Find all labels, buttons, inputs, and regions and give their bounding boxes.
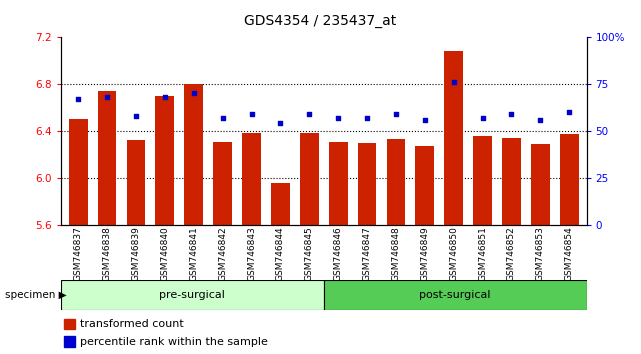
Point <box>506 111 517 117</box>
Text: GDS4354 / 235437_at: GDS4354 / 235437_at <box>244 14 397 28</box>
Point <box>449 79 459 85</box>
Bar <box>242 133 261 225</box>
Bar <box>64 336 75 347</box>
Bar <box>300 133 319 225</box>
Point <box>304 111 314 117</box>
Bar <box>64 319 75 329</box>
Point <box>188 91 199 96</box>
Point <box>535 117 545 122</box>
Bar <box>97 91 117 225</box>
Bar <box>69 119 88 225</box>
Point <box>564 109 574 115</box>
Bar <box>444 51 463 225</box>
Bar <box>324 280 587 310</box>
Bar <box>531 144 550 225</box>
Bar <box>560 135 579 225</box>
Text: specimen ▶: specimen ▶ <box>5 290 67 300</box>
Point <box>73 96 83 102</box>
Bar <box>127 140 146 225</box>
Bar <box>213 142 232 225</box>
Point <box>275 121 285 126</box>
Point <box>391 111 401 117</box>
Bar <box>185 84 203 225</box>
Bar <box>473 136 492 225</box>
Text: post-surgical: post-surgical <box>419 290 491 300</box>
Bar <box>387 139 405 225</box>
Point <box>217 115 228 121</box>
Point <box>478 115 488 121</box>
Bar <box>156 96 174 225</box>
Point <box>362 115 372 121</box>
Bar <box>329 142 347 225</box>
Point <box>102 95 112 100</box>
Text: percentile rank within the sample: percentile rank within the sample <box>80 337 268 347</box>
Point <box>246 111 256 117</box>
Point <box>131 113 141 119</box>
Point <box>333 115 344 121</box>
Text: pre-surgical: pre-surgical <box>160 290 225 300</box>
Point <box>420 117 430 122</box>
Bar <box>271 183 290 225</box>
Bar <box>358 143 376 225</box>
Bar <box>61 280 324 310</box>
Bar <box>502 138 520 225</box>
Bar <box>415 146 434 225</box>
Point <box>160 95 170 100</box>
Text: transformed count: transformed count <box>80 319 183 329</box>
